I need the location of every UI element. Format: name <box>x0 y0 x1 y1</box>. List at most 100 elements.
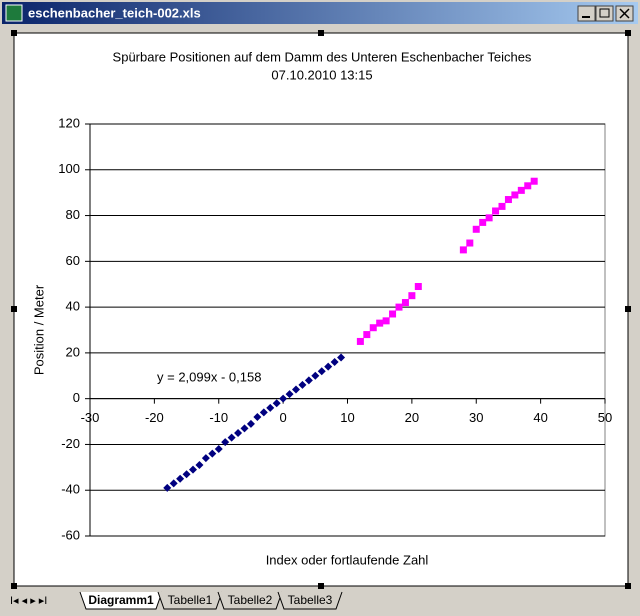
handle <box>11 583 17 589</box>
data-point <box>356 337 364 345</box>
data-point <box>459 246 467 254</box>
x-tick-label: -20 <box>145 410 164 425</box>
data-point <box>195 461 204 470</box>
data-point <box>169 479 178 488</box>
x-tick-label: 40 <box>533 410 547 425</box>
y-tick-label: 120 <box>58 115 80 130</box>
close-glyph <box>619 8 630 19</box>
data-point <box>176 474 185 483</box>
data-point <box>285 390 294 399</box>
handle <box>625 30 631 36</box>
data-point <box>395 303 403 311</box>
sheet-tabs: Diagramm1 Tabelle1 Tabelle2 Tabelle3 <box>79 591 343 610</box>
data-point <box>330 358 339 367</box>
data-point <box>292 385 300 394</box>
data-point <box>221 438 230 447</box>
data-point <box>382 317 390 325</box>
x-tick-label: -30 <box>81 410 100 425</box>
y-axis-label: Position / Meter <box>31 284 46 375</box>
data-point <box>389 310 397 318</box>
y-tick-label: 0 <box>73 390 80 405</box>
data-point <box>530 177 538 185</box>
chart-subtitle: 07.10.2010 13:15 <box>271 67 372 82</box>
sheet-tab[interactable] <box>217 591 283 610</box>
data-point <box>414 283 422 291</box>
x-tick-label: 0 <box>280 410 287 425</box>
handle <box>625 306 631 312</box>
data-point <box>214 445 223 454</box>
x-tick-label: 20 <box>405 410 419 425</box>
handle <box>318 30 324 36</box>
sheet-tab[interactable] <box>157 591 223 610</box>
minimize-button[interactable] <box>577 5 596 22</box>
selection-handles <box>11 30 631 589</box>
x-tick-label: 30 <box>469 410 483 425</box>
data-point <box>201 454 210 463</box>
data-point <box>189 465 197 474</box>
data-point <box>511 191 519 199</box>
sheet-tab[interactable] <box>277 591 343 610</box>
y-tick-label: -60 <box>61 527 80 542</box>
handle <box>11 30 17 36</box>
data-point <box>472 225 480 233</box>
data-point <box>485 214 493 222</box>
x-tick-label: 50 <box>598 410 612 425</box>
chart-title: Spürbare Positionen auf dem Damm des Unt… <box>113 49 532 64</box>
tab-nav[interactable]: I◂ ◂ ▸ ▸I <box>10 595 47 607</box>
y-tick-label: 40 <box>66 299 80 314</box>
data-point <box>363 331 371 339</box>
data-point <box>182 470 191 479</box>
data-point <box>227 433 236 442</box>
data-point <box>479 218 487 226</box>
data-point <box>234 429 243 437</box>
handle <box>625 583 631 589</box>
data-point <box>504 196 512 204</box>
maximize-button[interactable] <box>595 5 614 22</box>
data-point <box>401 299 409 307</box>
data-point <box>498 202 506 210</box>
data-point <box>304 376 313 385</box>
y-tick-label: -40 <box>61 482 80 497</box>
sheet-tab[interactable] <box>79 591 163 610</box>
data-point <box>492 207 500 215</box>
data-point <box>298 380 307 389</box>
data-point <box>517 186 525 194</box>
data-point <box>408 292 416 300</box>
y-tick-label: 20 <box>66 344 80 359</box>
window-buttons <box>577 5 634 22</box>
y-tick-label: 100 <box>58 161 80 176</box>
sheet-tab-label[interactable]: Tabelle3 <box>288 593 333 607</box>
x-tick-label: 10 <box>340 410 354 425</box>
data-point <box>279 394 288 403</box>
chart: Spürbare Positionen auf dem Damm des Unt… <box>31 49 612 567</box>
data-point <box>337 353 346 362</box>
data-point <box>317 367 326 376</box>
x-axis-label: Index oder fortlaufende Zahl <box>266 552 429 567</box>
data-point <box>311 371 320 380</box>
title-bar <box>2 2 638 24</box>
data-point <box>208 449 217 458</box>
data-point <box>246 419 255 428</box>
data-point <box>324 362 333 371</box>
sheet-tab-label[interactable]: Tabelle2 <box>228 593 273 607</box>
x-tick-label: -10 <box>209 410 228 425</box>
handle <box>318 583 324 589</box>
y-tick-label: 80 <box>66 207 80 222</box>
data-point <box>163 483 172 492</box>
y-tick-label: -20 <box>61 436 80 451</box>
data-point <box>466 239 474 247</box>
data-point <box>524 182 532 190</box>
data-point <box>369 324 377 332</box>
trendline-equation: y = 2,099x - 0,158 <box>157 369 261 384</box>
window-title: eschenbacher_teich-002.xls <box>28 5 201 20</box>
y-tick-label: 60 <box>66 253 80 268</box>
handle <box>11 306 17 312</box>
data-point <box>376 319 384 327</box>
data-point <box>253 412 262 421</box>
app-icon <box>5 4 23 22</box>
sheet-tab-label[interactable]: Diagramm1 <box>88 593 154 607</box>
sheet-tab-label[interactable]: Tabelle1 <box>168 593 213 607</box>
maximize-glyph <box>599 8 610 18</box>
